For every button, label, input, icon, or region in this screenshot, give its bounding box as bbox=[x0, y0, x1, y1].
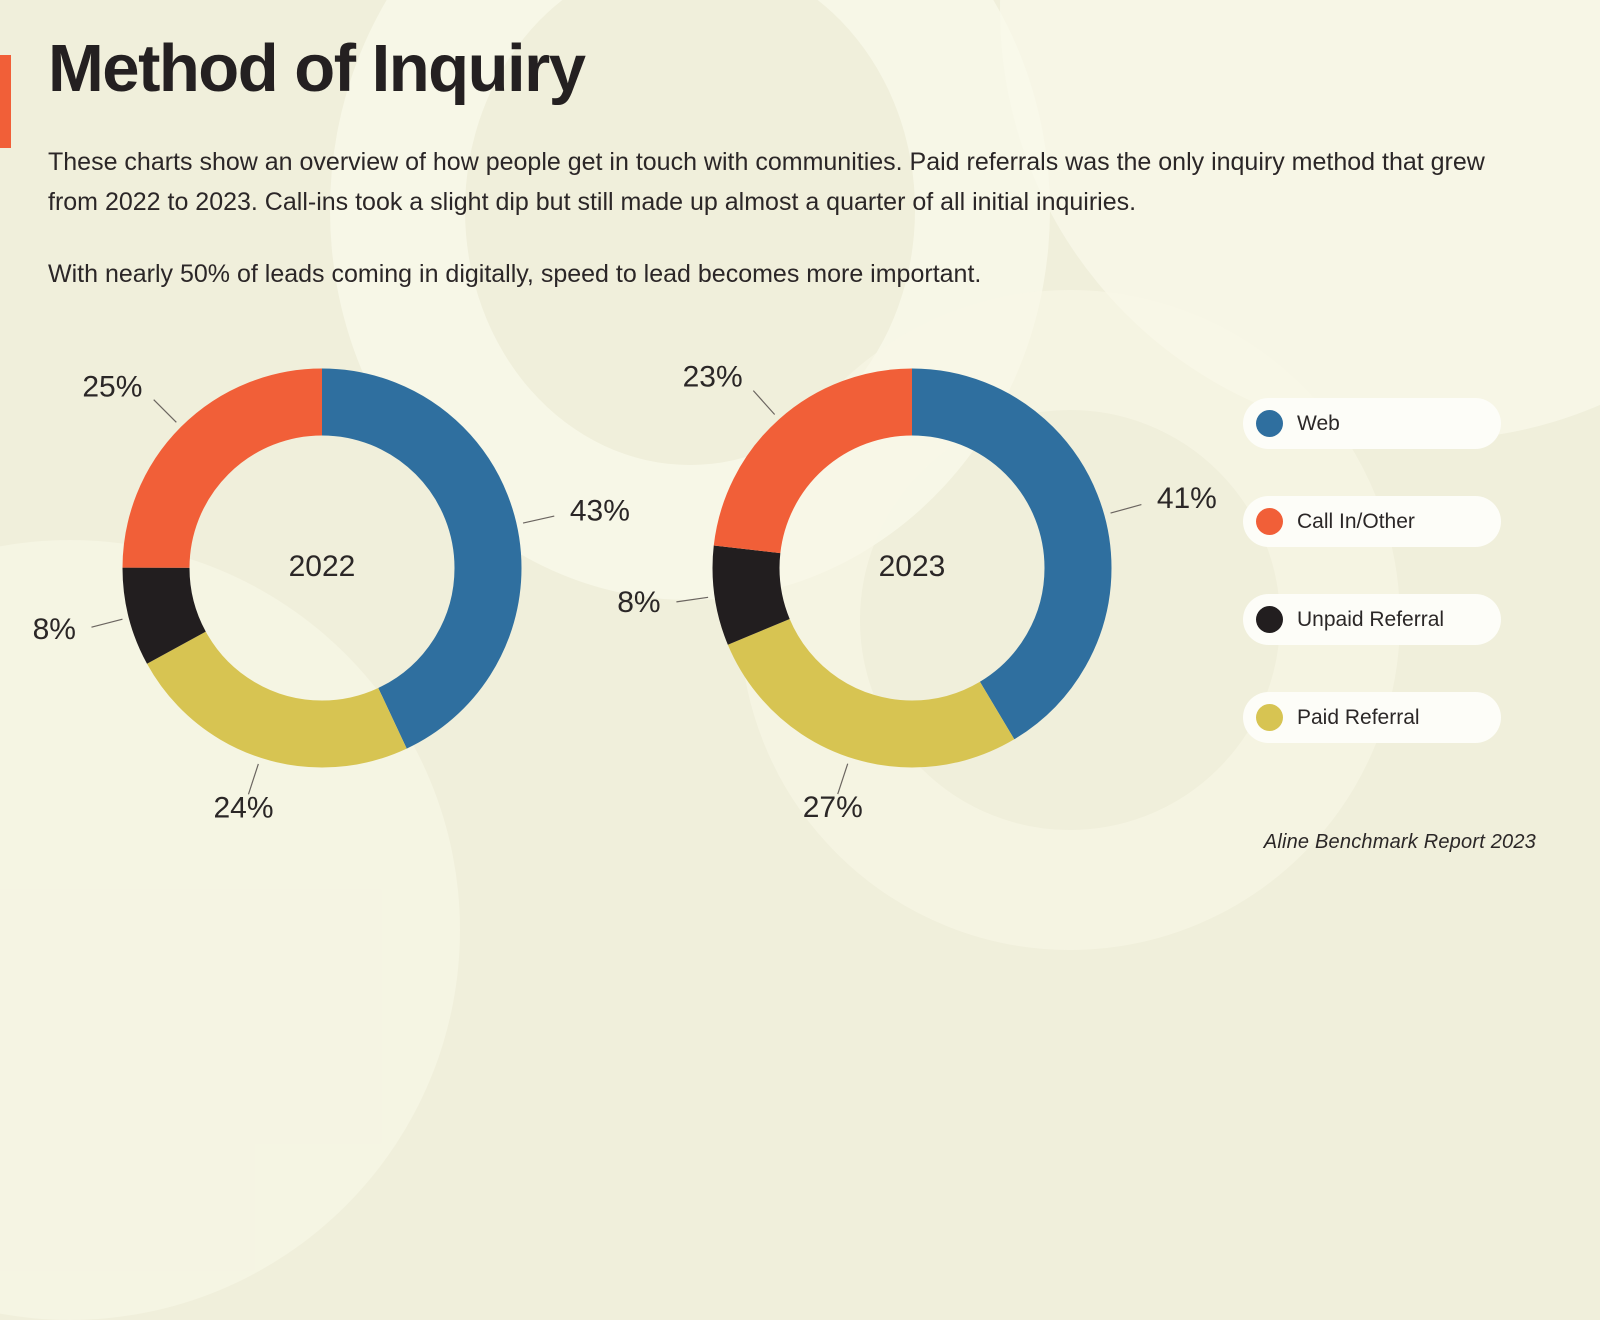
percent-label-unpaid-referral: 8% bbox=[617, 586, 660, 619]
digital-leads-paragraph: With nearly 50% of leads coming in digit… bbox=[48, 260, 982, 288]
percent-label-paid-referral: 27% bbox=[803, 791, 863, 824]
donut-segment-unpaid-referral bbox=[712, 368, 1112, 768]
report-attribution: Aline Benchmark Report 2023 bbox=[1263, 831, 1536, 853]
chart-legend: Web Call In/Other Unpaid Referral Paid Refe… bbox=[1243, 398, 1501, 743]
title-accent-bar bbox=[0, 55, 11, 148]
legend-dot-call-in-other bbox=[1256, 508, 1283, 535]
donut-center-year-label: 2022 bbox=[289, 550, 356, 583]
legend-dot-web bbox=[1256, 410, 1283, 437]
label-leader-line bbox=[837, 763, 849, 795]
legend-label: Paid Referral bbox=[1297, 705, 1420, 729]
percent-label-call-in-other: 25% bbox=[82, 370, 142, 403]
donut-center-year-label: 2023 bbox=[879, 550, 946, 583]
donut-segment-web bbox=[122, 368, 522, 768]
label-leader-line bbox=[153, 399, 177, 423]
legend-label: Web bbox=[1297, 411, 1340, 435]
donut-svg-2023: 41% 27% 8% 23% 2023 bbox=[617, 361, 1217, 825]
page-title: Method of Inquiry bbox=[48, 31, 586, 106]
legend-item-call-in-other: Call In/Other bbox=[1243, 496, 1501, 547]
donut-segment-unpaid-referral bbox=[122, 368, 522, 768]
donut-segment-paid-referral bbox=[712, 368, 1112, 768]
donut-segment-call-in-other bbox=[712, 368, 1112, 768]
legend-item-paid-referral: Paid Referral bbox=[1243, 692, 1501, 743]
intro-paragraph: These charts show an overview of how peo… bbox=[48, 148, 1485, 216]
donut-chart-2022: 43% 24% 8% 25% 2022 bbox=[0, 328, 644, 873]
donut-segment-paid-referral bbox=[122, 368, 522, 768]
percent-label-call-in-other: 23% bbox=[683, 361, 743, 394]
percent-label-web: 43% bbox=[570, 495, 630, 528]
legend-dot-unpaid-referral bbox=[1256, 606, 1283, 633]
percent-label-web: 41% bbox=[1157, 482, 1217, 515]
donut-chart-2023: 41% 27% 8% 23% 2023 bbox=[590, 328, 1234, 873]
percent-label-unpaid-referral: 8% bbox=[33, 613, 76, 646]
legend-label: Call In/Other bbox=[1297, 509, 1415, 533]
label-leader-line bbox=[1110, 504, 1142, 514]
legend-label: Unpaid Referral bbox=[1297, 607, 1445, 631]
label-leader-line bbox=[247, 763, 259, 795]
legend-item-unpaid-referral: Unpaid Referral bbox=[1243, 594, 1501, 645]
legend-item-web: Web bbox=[1243, 398, 1501, 449]
percent-label-paid-referral: 24% bbox=[213, 791, 273, 824]
label-leader-line bbox=[91, 618, 123, 628]
donut-svg-2022: 43% 24% 8% 25% 2022 bbox=[33, 368, 630, 824]
label-leader-line bbox=[676, 596, 709, 603]
legend-dot-paid-referral bbox=[1256, 704, 1283, 731]
label-leader-line bbox=[752, 390, 776, 415]
label-leader-line bbox=[522, 515, 555, 524]
